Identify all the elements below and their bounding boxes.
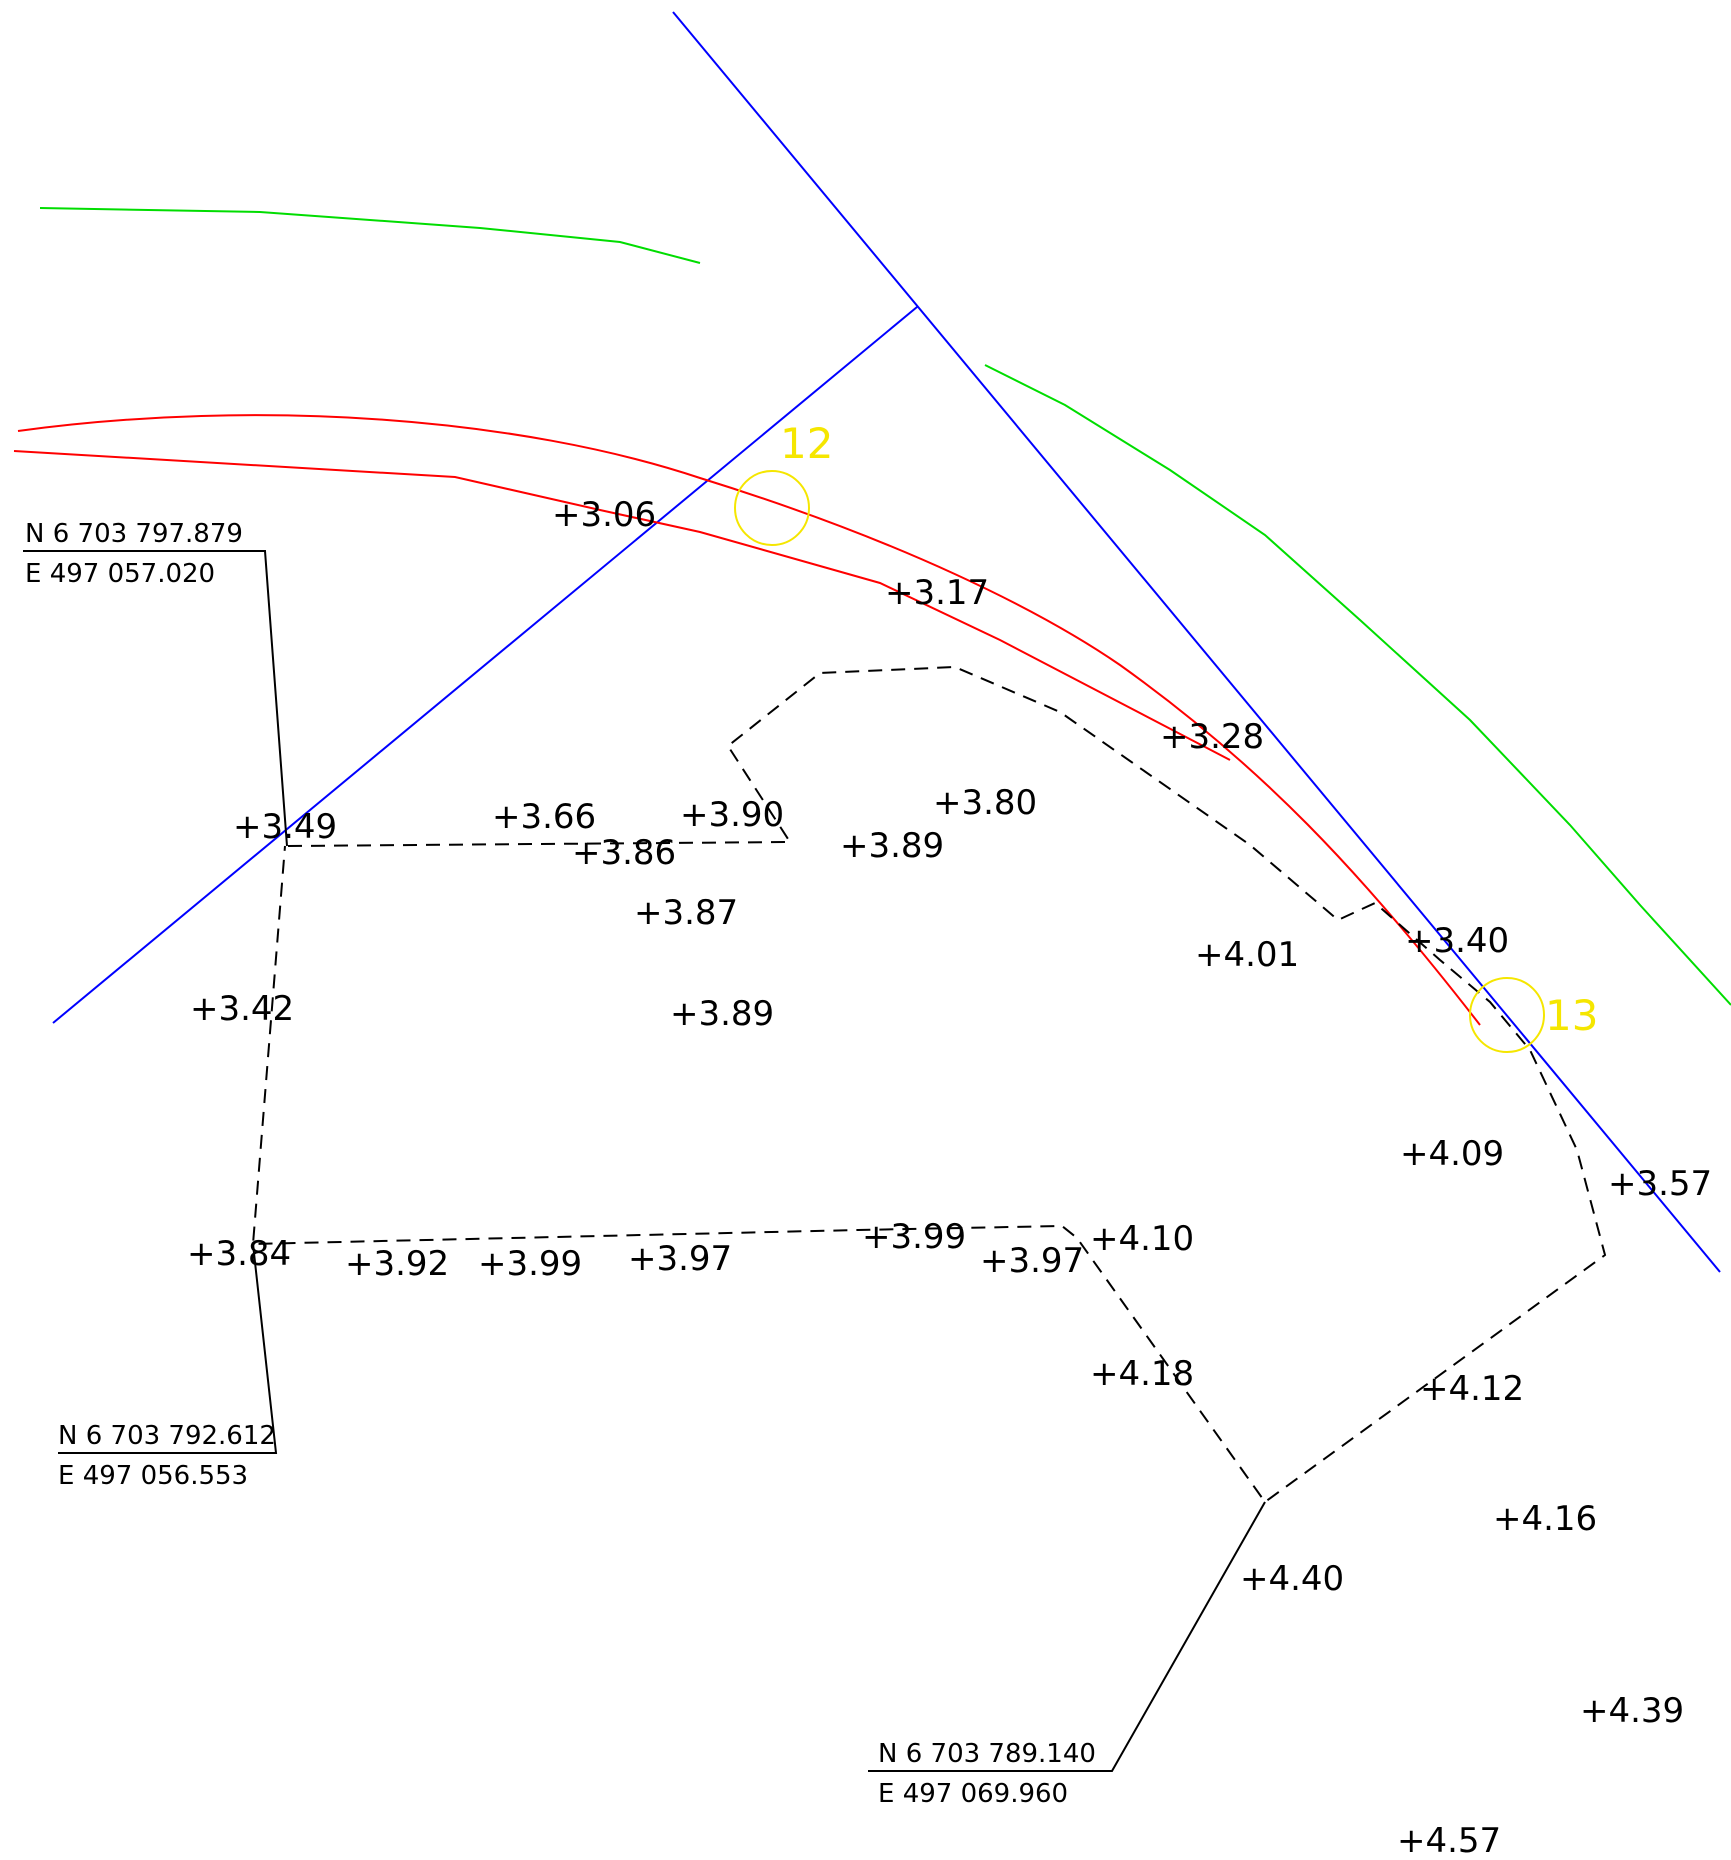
leader-lines xyxy=(23,550,1266,1772)
elevation-label: +4.01 xyxy=(1195,935,1299,975)
elevation-label: +3.86 xyxy=(572,833,676,873)
elevation-label: +3.97 xyxy=(980,1241,1084,1281)
blue-lines xyxy=(52,11,1721,1273)
elevation-label: +3.84 xyxy=(187,1234,291,1274)
coord-bottom-left-north: N 6 703 792.612 xyxy=(58,1421,276,1451)
leader-bottom-center xyxy=(868,1501,1266,1772)
elevation-label: +3.66 xyxy=(492,797,596,837)
elevation-label: +4.12 xyxy=(1420,1369,1524,1409)
leader-bottom-left xyxy=(58,1243,278,1454)
elevation-label: +3.57 xyxy=(1608,1164,1712,1204)
marker-13-label: 13 xyxy=(1545,991,1598,1040)
elevation-label: +3.42 xyxy=(190,989,294,1029)
green-line-right xyxy=(984,364,1731,1006)
green-line-upper-left xyxy=(39,207,701,264)
elevation-label: +3.87 xyxy=(634,893,738,933)
red-line-upper-curve xyxy=(17,414,1481,1026)
green-lines xyxy=(39,207,1731,1006)
spot-elevations: +3.06 +3.17 +3.28 +3.40 +3.49 +3.66 +3.9… xyxy=(187,495,1712,1860)
elevation-label: +3.99 xyxy=(478,1244,582,1284)
elevation-label: +3.89 xyxy=(670,994,774,1034)
marker-12-circle xyxy=(734,470,810,546)
marker-13-circle xyxy=(1469,977,1545,1053)
elevation-label: +3.06 xyxy=(552,495,656,535)
coordinate-labels: N 6 703 797.879 E 497 057.020 N 6 703 79… xyxy=(25,519,1096,1809)
coord-bottom-left-east: E 497 056.553 xyxy=(58,1461,248,1491)
elevation-label: +4.18 xyxy=(1090,1354,1194,1394)
coord-top-left-north: N 6 703 797.879 xyxy=(25,519,243,549)
elevation-label: +3.90 xyxy=(680,795,784,835)
coord-bottom-center-east: E 497 069.960 xyxy=(878,1779,1068,1809)
red-lines xyxy=(13,414,1481,1026)
elevation-label: +4.39 xyxy=(1580,1691,1684,1731)
elevation-label: +3.92 xyxy=(345,1244,449,1284)
elevation-label: +3.28 xyxy=(1160,717,1264,757)
elevation-label: +4.10 xyxy=(1090,1219,1194,1259)
dashed-boundaries xyxy=(251,665,1607,1504)
elevation-label: +4.09 xyxy=(1400,1134,1504,1174)
elevation-label: +3.97 xyxy=(628,1239,732,1279)
coord-top-left-east: E 497 057.020 xyxy=(25,559,215,589)
dashed-boundary-upper-loop xyxy=(251,665,1607,1504)
elevation-label: +4.57 xyxy=(1397,1821,1501,1860)
leader-top-left xyxy=(23,550,288,847)
elevation-label: +3.80 xyxy=(933,783,1037,823)
blue-line-long-diagonal xyxy=(672,11,1721,1273)
markers: 12 13 xyxy=(734,419,1598,1053)
marker-12-label: 12 xyxy=(780,419,833,468)
blue-line-crossing xyxy=(52,306,918,1024)
elevation-label: +3.99 xyxy=(862,1217,966,1257)
red-line-lower xyxy=(13,450,1231,761)
elevation-label: +3.89 xyxy=(840,826,944,866)
elevation-label: +3.40 xyxy=(1405,921,1509,961)
coord-bottom-center-north: N 6 703 789.140 xyxy=(878,1739,1096,1769)
elevation-label: +3.17 xyxy=(885,573,989,613)
elevation-label: +4.16 xyxy=(1493,1499,1597,1539)
elevation-label: +4.40 xyxy=(1240,1559,1344,1599)
elevation-label: +3.49 xyxy=(233,807,337,847)
